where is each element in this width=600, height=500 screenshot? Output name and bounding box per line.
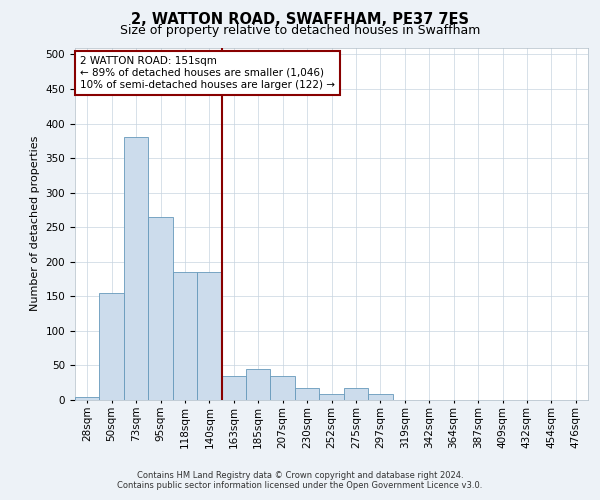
Bar — [271, 376, 295, 400]
Text: Contains public sector information licensed under the Open Government Licence v3: Contains public sector information licen… — [118, 481, 482, 490]
Bar — [344, 388, 368, 400]
Y-axis label: Number of detached properties: Number of detached properties — [30, 136, 40, 312]
Bar — [75, 396, 100, 400]
Bar — [124, 138, 148, 400]
Text: 2 WATTON ROAD: 151sqm
← 89% of detached houses are smaller (1,046)
10% of semi-d: 2 WATTON ROAD: 151sqm ← 89% of detached … — [80, 56, 335, 90]
Text: Size of property relative to detached houses in Swaffham: Size of property relative to detached ho… — [120, 24, 480, 37]
Bar — [173, 272, 197, 400]
Bar — [319, 394, 344, 400]
Bar — [368, 394, 392, 400]
Bar — [246, 369, 271, 400]
Bar — [221, 376, 246, 400]
Bar — [197, 272, 221, 400]
Text: Contains HM Land Registry data © Crown copyright and database right 2024.: Contains HM Land Registry data © Crown c… — [137, 471, 463, 480]
Bar — [148, 217, 173, 400]
Bar — [295, 388, 319, 400]
Text: 2, WATTON ROAD, SWAFFHAM, PE37 7ES: 2, WATTON ROAD, SWAFFHAM, PE37 7ES — [131, 12, 469, 28]
Bar — [100, 293, 124, 400]
